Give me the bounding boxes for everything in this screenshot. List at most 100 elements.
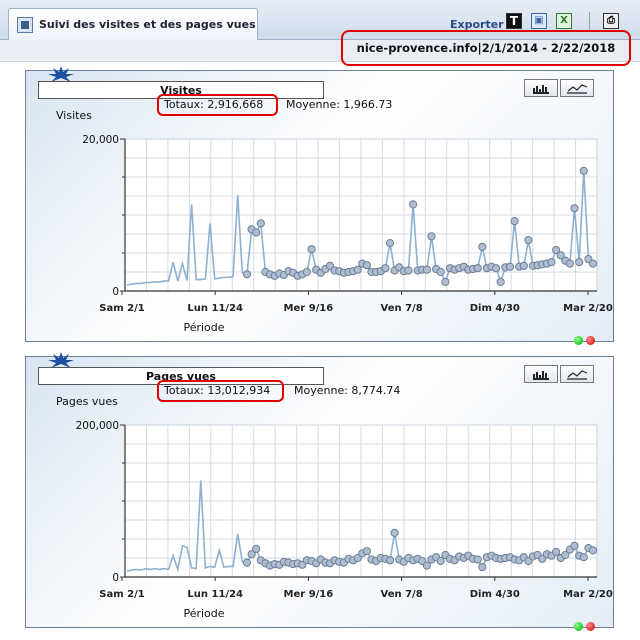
header-bar: Suivi des visites et des pages vues Expo… [0, 0, 640, 40]
totals-highlight [157, 94, 278, 116]
chart-grid [124, 424, 598, 578]
burst-icon [48, 66, 74, 82]
x-tick-label: Mar 2/20 [563, 589, 613, 600]
pageviews-chart: 200,000 0 Sam 2/1 Lun 11/24 Mer 9/16 Ven 7/8 D… [76, 420, 613, 620]
chart-axes [120, 138, 597, 295]
x-tick-label: Ven 7/8 [381, 589, 423, 600]
line-chart-icon [567, 370, 588, 380]
chart-labels: 20,000 0 Sam 2/1 Lun 11/24 Mer 9/16 Ven 7/8 Di… [82, 134, 613, 334]
x-tick-label: Sam 2/1 [99, 589, 144, 600]
site-date-range: nice-provence.info | 2/1/2014 - 2/22/201… [341, 30, 631, 66]
data-point [307, 245, 316, 254]
y-tick-label: 200,000 [76, 420, 119, 432]
data-point [579, 553, 588, 562]
x-tick-label: Mer 9/16 [284, 589, 334, 600]
export-label: Exporter [450, 18, 504, 31]
image-export-icon[interactable]: ▣ [531, 13, 547, 29]
bar-chart-button[interactable] [524, 79, 558, 97]
x-tick-label: Dim 4/30 [470, 589, 520, 600]
x-tick-label: Sam 2/1 [99, 303, 144, 314]
data-point [579, 166, 588, 176]
report-icon [17, 16, 33, 33]
data-point [381, 264, 390, 273]
data-point [588, 259, 598, 268]
totals: Totaux: 13,012,934 [164, 384, 271, 397]
chart-axes [120, 424, 597, 581]
data-point [362, 547, 371, 556]
bar-chart-icon [533, 371, 549, 380]
chart-series [126, 166, 598, 286]
red-status-dot [586, 336, 595, 345]
y-axis-title: Visites [56, 109, 92, 122]
data-point [252, 228, 261, 237]
data-point [575, 258, 584, 267]
data-point [362, 261, 371, 270]
data-point [422, 561, 431, 570]
panel-title: Pages vues [146, 370, 216, 383]
pageviews-panel: Pages vues Totaux: 13,012,934 Moyenne: 8… [25, 352, 614, 631]
x-tick-label: Ven 7/8 [381, 303, 423, 314]
data-point [547, 258, 556, 267]
bar-chart-button[interactable] [524, 365, 558, 383]
x-tick-label: Dim 4/30 [470, 303, 520, 314]
y-axis-title: Pages vues [56, 395, 118, 408]
data-point [385, 239, 395, 248]
data-point [441, 277, 450, 286]
site-bar [0, 40, 640, 62]
excel-export-icon[interactable]: X [556, 13, 572, 29]
data-point [436, 267, 445, 277]
data-point [385, 556, 395, 565]
text-export-icon[interactable]: T [506, 13, 522, 29]
print-icon[interactable]: ⎙ [603, 13, 619, 29]
data-point [519, 261, 528, 270]
tab-title: Suivi des visites et des pages vues [39, 18, 256, 31]
data-point [556, 251, 565, 260]
red-status-dot [586, 622, 595, 631]
panel-title: Visites [160, 84, 202, 97]
data-point [570, 204, 579, 213]
data-point [404, 266, 413, 275]
data-point [427, 232, 436, 241]
y-tick-label: 0 [112, 572, 119, 584]
data-point [588, 546, 598, 555]
green-status-dot [574, 622, 583, 631]
data-point [409, 200, 418, 209]
line-chart-button[interactable] [560, 365, 594, 383]
burst-icon [48, 352, 74, 368]
data-point [565, 259, 575, 268]
data-point [247, 550, 256, 559]
line-chart-icon [567, 84, 588, 94]
x-tick-label: Lun 11/24 [187, 589, 243, 600]
chart-type-toggle [524, 79, 596, 97]
status-indicator [574, 622, 598, 632]
data-point [473, 555, 482, 564]
green-status-dot [574, 336, 583, 345]
data-point [478, 242, 487, 251]
x-tick-label: Lun 11/24 [187, 303, 243, 314]
line-chart-button[interactable] [560, 79, 594, 97]
data-point [524, 236, 533, 245]
data-point [436, 556, 445, 566]
data-point [252, 544, 261, 553]
data-point [492, 264, 501, 273]
tab-traffic-tracking[interactable]: Suivi des visites et des pages vues [8, 8, 258, 40]
toolbar-divider [589, 12, 590, 32]
data-point [505, 262, 515, 271]
data-point [496, 277, 505, 286]
data-point [256, 219, 265, 228]
chart-labels: 200,000 0 Sam 2/1 Lun 11/24 Mer 9/16 Ven 7/8 D… [76, 420, 613, 620]
data-point [552, 245, 561, 255]
y-tick-label: 20,000 [82, 134, 119, 146]
totals: Totaux: 2,916,668 [164, 98, 264, 111]
data-point [570, 541, 579, 550]
data-point [552, 547, 561, 556]
x-tick-label: Mer 9/16 [284, 303, 334, 314]
chart-series [126, 480, 598, 573]
x-tick-label: Mar 2/20 [563, 303, 613, 314]
site-name: nice-provence.info [356, 41, 478, 55]
data-point [242, 558, 252, 567]
visits-chart: 20,000 0 Sam 2/1 Lun 11/24 Mer 9/16 Ven 7/8 Di… [82, 134, 613, 334]
data-point [478, 563, 487, 572]
data-point [242, 270, 252, 279]
status-indicator [574, 336, 598, 346]
